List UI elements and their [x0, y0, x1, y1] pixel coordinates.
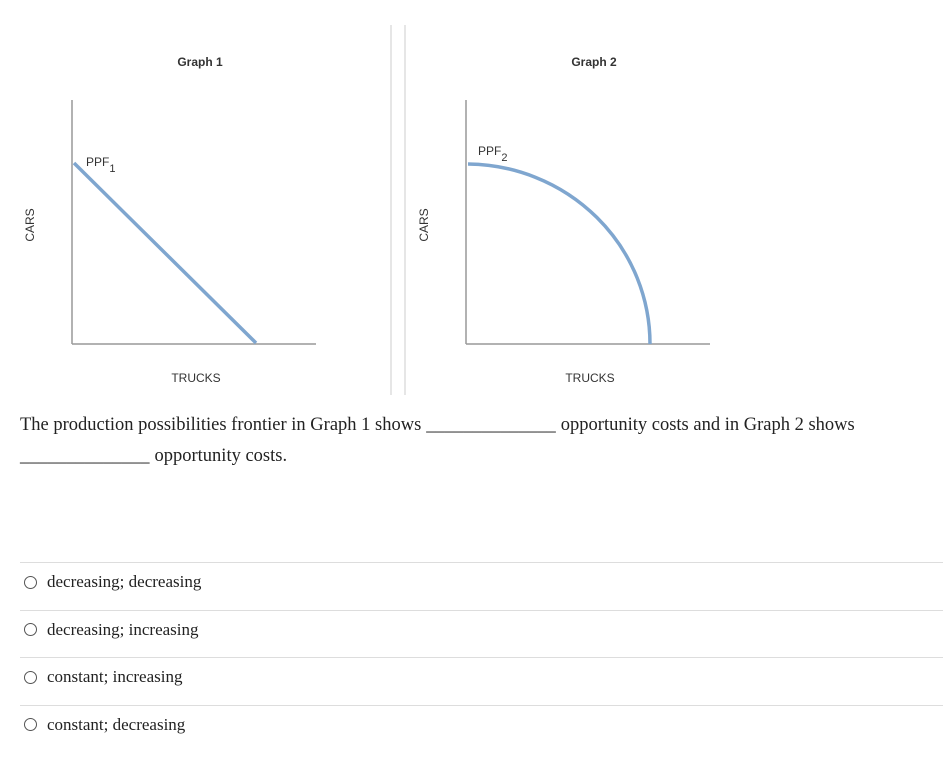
separator [20, 704, 943, 706]
x-label: TRUCKS [565, 371, 614, 385]
option[interactable]: decreasing; increasing [24, 620, 199, 640]
y-label: CARS [23, 208, 37, 241]
graph-title: Graph 1 [177, 55, 223, 69]
y-label: CARS [417, 208, 431, 241]
curve-label: PPF1 [86, 155, 115, 175]
question-text: The production possibilities frontier in… [20, 415, 422, 435]
radio-button[interactable] [24, 623, 37, 636]
graphs: Graph 1 PPF1 TRUCKS CARS Graph 2 PPF2 TR… [23, 25, 710, 395]
option-text: decreasing; decreasing [47, 572, 202, 591]
curve-label-subscript: 1 [109, 163, 115, 175]
radio-button[interactable] [24, 575, 37, 589]
question-line: The production possibilities frontier in… [20, 415, 860, 436]
option-text: constant; increasing [47, 667, 183, 686]
separator [20, 609, 943, 611]
curve-label: PPF2 [478, 144, 507, 164]
option-text: decreasing; increasing [47, 619, 199, 639]
blank: ______________ [426, 415, 556, 435]
blank: ______________ [20, 446, 150, 466]
option[interactable]: constant; increasing [24, 667, 183, 687]
curve-label-subscript: 2 [501, 152, 507, 164]
curve-label-text: PPF [86, 155, 109, 169]
question-line: ______________ opportunity costs. [20, 446, 292, 467]
x-label: TRUCKS [171, 371, 220, 385]
question-text: opportunity costs and in Graph 2 shows [560, 415, 855, 435]
radio-button[interactable] [24, 718, 37, 731]
graph-title: Graph 2 [571, 55, 617, 69]
separator [20, 657, 943, 658]
option[interactable]: constant; decreasing [24, 715, 185, 735]
radio-button[interactable] [24, 670, 37, 684]
question-text: opportunity costs. [154, 446, 288, 466]
curve-label-text: PPF [478, 144, 501, 158]
ppf-curve [72, 161, 258, 345]
option-text: constant; decreasing [47, 714, 186, 734]
option[interactable]: decreasing; decreasing [24, 572, 201, 592]
separator [20, 562, 943, 563]
ppf-curve [467, 162, 652, 345]
